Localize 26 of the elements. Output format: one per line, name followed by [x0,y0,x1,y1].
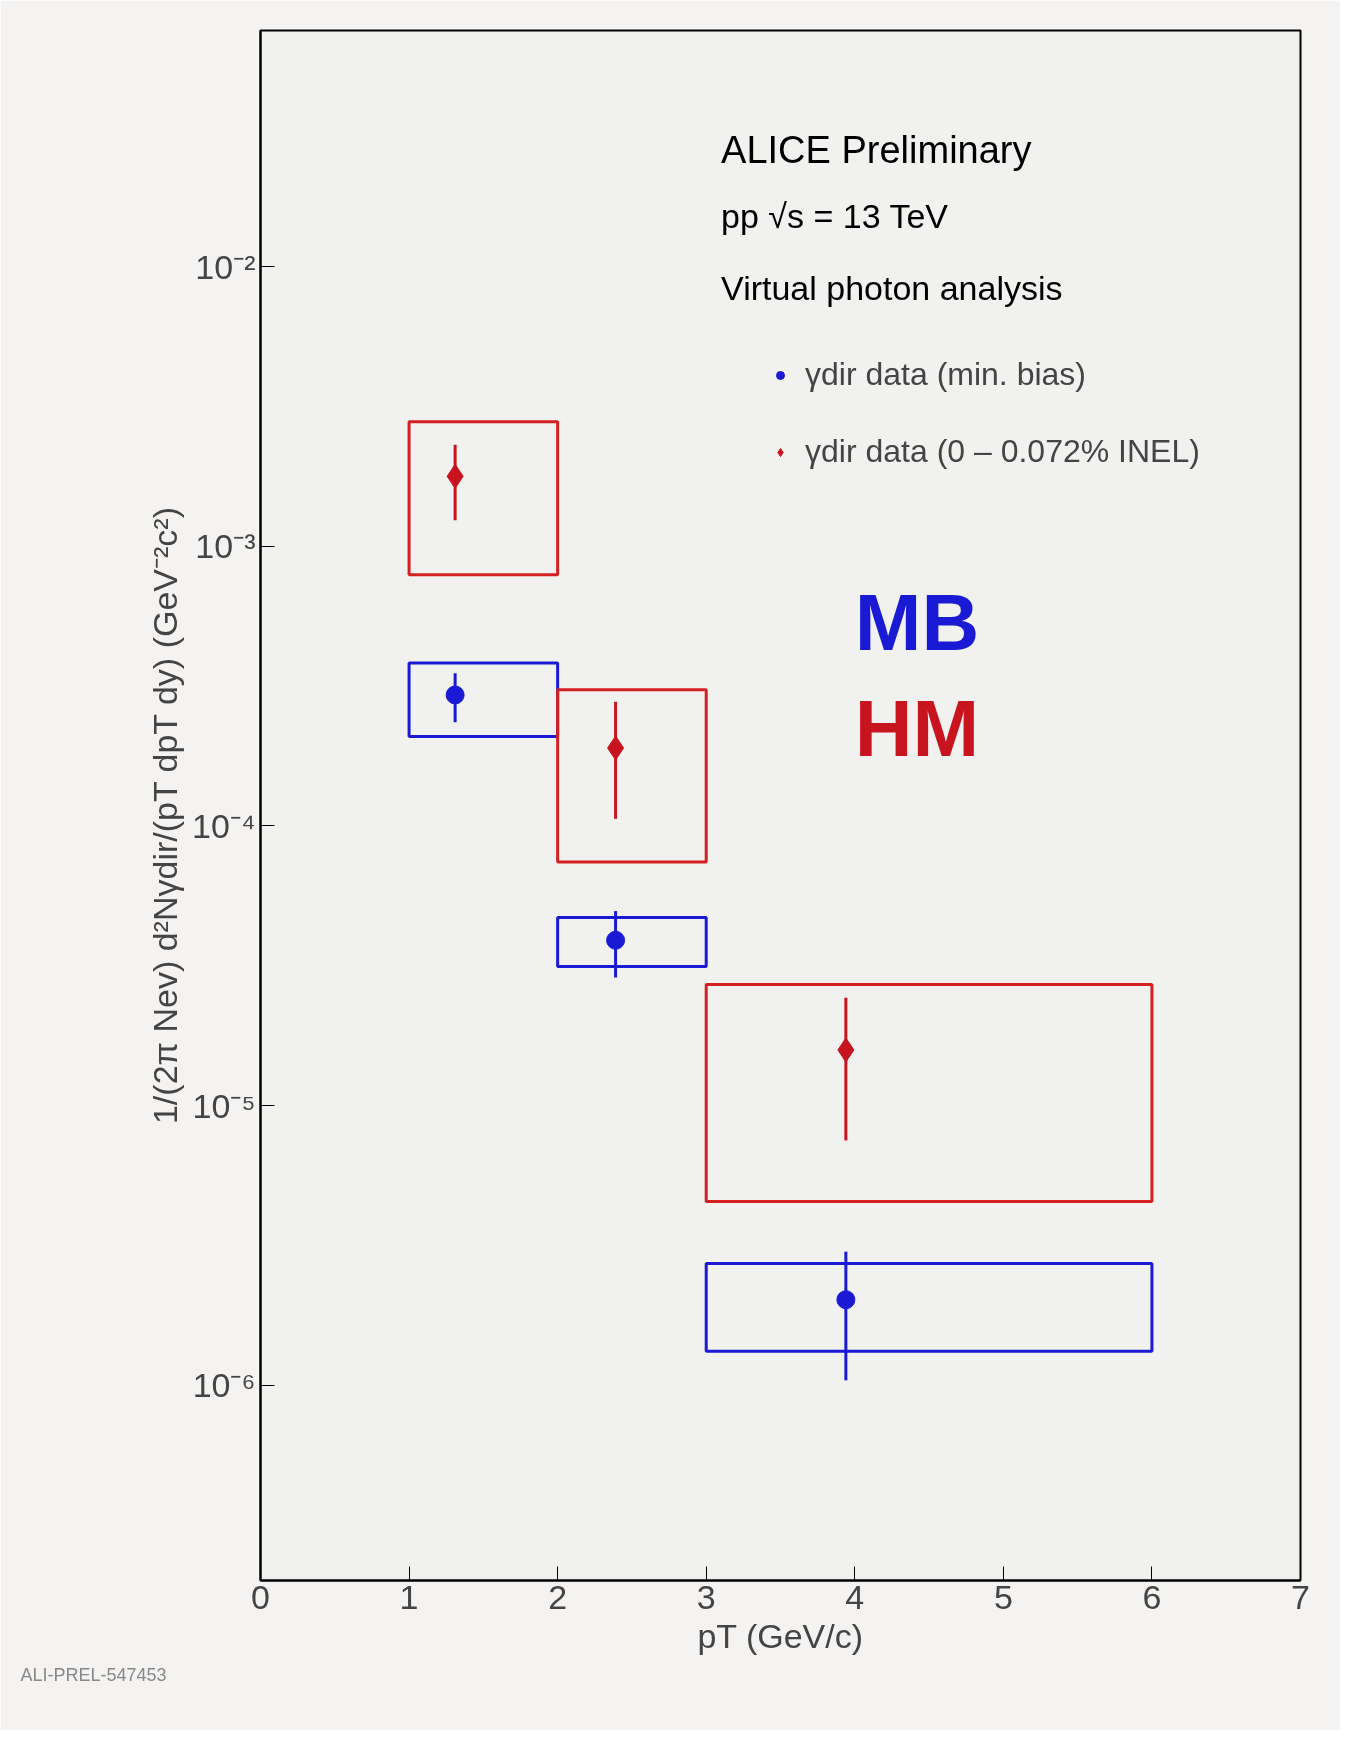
legend-label: γdir data (0 – 0.072% INEL) [805,433,1200,470]
point [836,1290,856,1310]
y-tick-label: 10⁻³ [195,527,256,566]
x-tick-label: 3 [696,1577,716,1616]
y-tick-label: 10⁻⁵ [192,1086,256,1125]
x-tick-label: 7 [1291,1577,1310,1616]
y-axis-title: 1/(2π Nev) d²Nγdir/(pT dpT dy) (GeV⁻²c²) [146,507,185,1125]
x-tick-label: 6 [1142,1577,1162,1616]
annotation: ALICE Preliminary [721,129,1032,172]
x-tick-label: 0 [251,1577,270,1616]
legend-label: γdir data (min. bias) [805,356,1086,393]
point [445,685,465,705]
x-tick-label: 5 [993,1577,1013,1616]
point [606,930,626,950]
x-tick-label: 4 [845,1577,865,1616]
text: ALI-PREL-547453 [20,1664,167,1685]
annotation: pp √s = 13 TeV [721,196,949,235]
y-tick-label: 10⁻⁴ [192,806,256,845]
x-tick-label: 2 [548,1577,568,1616]
annotation: MB [854,578,980,668]
annotation: Virtual photon analysis [721,268,1063,307]
y-tick-label: 10⁻² [195,247,256,286]
x-tick-label: 1 [399,1577,419,1616]
x-axis-title: pT (GeV/c) [697,1616,864,1655]
y-tick-label: 10⁻⁶ [192,1366,256,1405]
annotation: HM [854,683,980,773]
